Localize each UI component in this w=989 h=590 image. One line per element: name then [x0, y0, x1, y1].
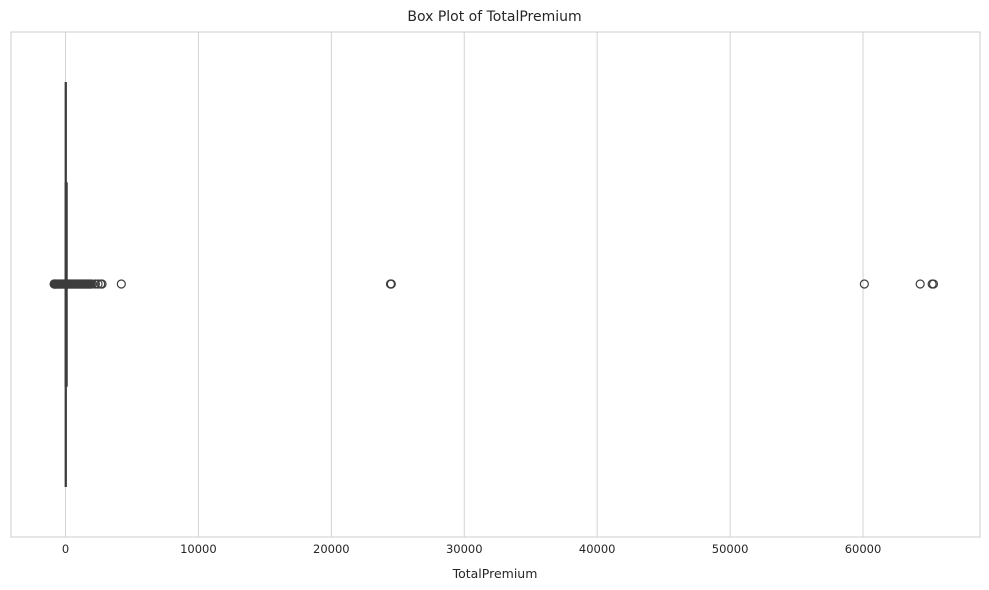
outlier-point	[386, 279, 396, 289]
outlier-point	[928, 279, 939, 289]
grid-lines	[64, 32, 864, 537]
x-tick-label: 40000	[579, 542, 616, 556]
x-tick-label: 20000	[313, 542, 350, 556]
x-tick-label: 30000	[446, 542, 483, 556]
outlier-point	[87, 279, 97, 289]
outlier-point	[915, 279, 925, 289]
outlier-point	[859, 279, 869, 289]
x-tick-label: 10000	[180, 542, 217, 556]
x-axis-label: TotalPremium	[452, 566, 538, 581]
outlier-points	[49, 279, 939, 289]
outlier-point	[51, 279, 61, 289]
chart-title: Box Plot of TotalPremium	[407, 9, 581, 25]
plot-area	[10, 31, 981, 538]
outlier-point	[97, 279, 107, 289]
x-tick-label: 0	[62, 542, 69, 556]
x-tick-label: 50000	[712, 542, 749, 556]
outlier-point	[93, 279, 103, 289]
outlier-point	[90, 279, 101, 289]
x-tick-label: 60000	[845, 542, 882, 556]
outlier-point	[116, 279, 126, 289]
x-axis-ticks: 0 10000 20000 30000 40000 50000 60000	[62, 542, 881, 556]
